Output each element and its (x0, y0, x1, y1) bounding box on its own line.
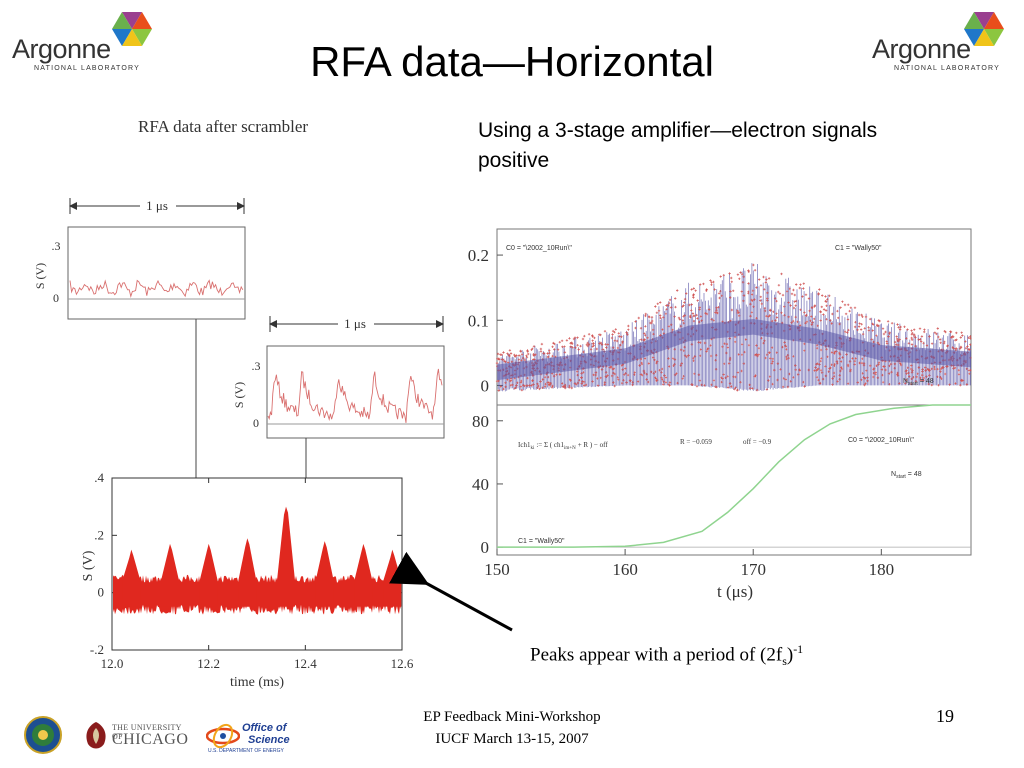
footer-line-1: EP Feedback Mini-Workshop (423, 709, 601, 725)
plot-frame (496, 404, 972, 556)
main-time-chart: .4 .2 0 -.212.0 12.2 12.4 12.6 S (V) time (ms) (81, 470, 414, 690)
span-label: 1 μs (344, 316, 366, 331)
signal-band (113, 506, 402, 615)
x-tick-label: 180 (869, 560, 895, 579)
subtitle-line-1: Using a 3-stage amplifier—electron signa… (478, 119, 878, 142)
axis-ticks: 0.2 0.1 0 (468, 246, 503, 395)
y-tick-label: -.2 (90, 642, 104, 657)
argonne-logo-right: Argonne NATIONAL LABORATORY (872, 12, 1022, 72)
signal-peak (161, 543, 179, 607)
integral-chart: 80 40 0 150 160 170 180 Ich1ki:= Σ ( ch1im+N + … (472, 404, 972, 601)
plot-frame (266, 345, 445, 439)
x-tick-label: 12.0 (101, 656, 124, 671)
blue-core (497, 319, 971, 381)
subtitle: Using a 3-stage amplifier—electron signa… (478, 116, 978, 176)
argonne-triangle-icon (112, 12, 152, 46)
signal-line (267, 368, 443, 423)
signal-peak (199, 543, 218, 607)
page-number: 19 (936, 706, 954, 726)
office-sub: U.S. DEPARTMENT OF ENERGY (208, 748, 284, 754)
argonne-sub: NATIONAL LABORATORY (34, 65, 141, 72)
y-tick-label: .3 (252, 359, 261, 373)
inset-chart-2: 1 μs .3 0 S (V) (232, 314, 445, 439)
slide-title: RFA data—Horizontal (310, 38, 714, 85)
argonne-triangle-icon (964, 12, 1004, 46)
nstart-label: Nstart = 48 (903, 378, 934, 387)
argonne-name: Argonne (872, 34, 971, 64)
chicago-top: THE UNIVERSITY OF (112, 723, 182, 741)
annotation-c0: C0 = "\2002_10Run\" (848, 437, 914, 444)
atom-icon (206, 723, 240, 749)
pointer-arrow (389, 551, 513, 632)
integral-curve (497, 404, 971, 548)
y-axis-label: S (V) (232, 382, 246, 408)
nstart-label: Nstart = 48 (891, 471, 922, 480)
inset-chart-1: 1 μs .3 0 S (V) (33, 196, 246, 320)
y-axis-label: S (V) (33, 263, 47, 289)
y-tick-label: .4 (94, 470, 104, 485)
footer: EP Feedback Mini-Workshop IUCF March 13-… (400, 706, 624, 750)
scatter-points (495, 263, 972, 392)
annotation-c0: C0 = "\2002_10Run\" (506, 245, 572, 252)
plot-frame (111, 477, 403, 651)
axis-ticks: .4 .2 0 -.212.0 12.2 12.4 12.6 (90, 470, 414, 671)
phoenix-icon (86, 722, 106, 749)
x-tick-label: 170 (740, 560, 766, 579)
subtitle-line-2: positive (478, 149, 550, 172)
signal-line (69, 279, 244, 298)
off-label: off = −0.9 (743, 438, 772, 446)
y-tick-label: 0.1 (468, 311, 489, 330)
y-tick-label: .2 (94, 527, 104, 542)
span-label: 1 μs (146, 198, 168, 213)
y-tick-label: 0 (253, 416, 259, 430)
y-tick-label: 40 (472, 475, 489, 494)
y-tick-label: 0 (481, 376, 490, 395)
annotation-c1: C1 = "Wally50" (518, 538, 565, 545)
y-tick-label: .3 (52, 239, 61, 253)
y-tick-label: 0 (53, 291, 59, 305)
signal-peak (277, 506, 295, 607)
argonne-sub: NATIONAL LABORATORY (894, 65, 1001, 72)
footer-line-2: IUCF March 13-15, 2007 (435, 731, 589, 747)
signal-peak (354, 543, 373, 607)
left-caption: RFA data after scrambler (138, 117, 309, 136)
argonne-name: Argonne (12, 34, 111, 64)
office-line2: Science (248, 734, 290, 746)
scatter-chart: 0.2 0.1 0 C0 = "\2002_10Run\" C1 = "Wally5… (468, 228, 972, 406)
peaks-note: Peaks appear with a period of (2fs)-1 (530, 642, 804, 669)
chicago-logo: THE UNIVERSITY OF CHICAGO (82, 720, 192, 752)
x-tick-label: 12.6 (391, 656, 414, 671)
x-tick-label: 160 (612, 560, 638, 579)
x-axis-label: t (μs) (717, 582, 753, 601)
signal-peak (122, 549, 141, 607)
argonne-logo-left: Argonne NATIONAL LABORATORY (12, 12, 162, 72)
formula: Ich1ki:= Σ ( ch1im+N + R ) − off (518, 441, 608, 451)
x-axis-label: time (ms) (230, 675, 284, 690)
y-tick-label: 0 (98, 585, 105, 600)
chicago-name: CHICAGO (112, 731, 189, 748)
y-tick-label: 80 (472, 412, 489, 431)
signal-peak (238, 538, 257, 607)
axis-ticks: 80 40 0 150 160 170 180 (472, 412, 971, 579)
annotation-c1: C1 = "Wally50" (835, 245, 882, 252)
y-tick-label: 0.2 (468, 246, 489, 265)
x-tick-label: 12.4 (294, 656, 317, 671)
office-line1: Office of (242, 722, 287, 734)
x-tick-label: 150 (484, 560, 510, 579)
y-axis-label: S (V) (81, 550, 96, 581)
office-of-science-logo: Office of Science U.S. DEPARTMENT OF ENE… (206, 720, 301, 754)
doe-seal-icon (24, 716, 62, 754)
x-tick-label: 12.2 (197, 656, 220, 671)
y-tick-label: 0 (481, 538, 490, 557)
r-label: R = −0.059 (680, 438, 712, 446)
plot-frame (67, 226, 246, 320)
signal-peak (315, 541, 334, 607)
